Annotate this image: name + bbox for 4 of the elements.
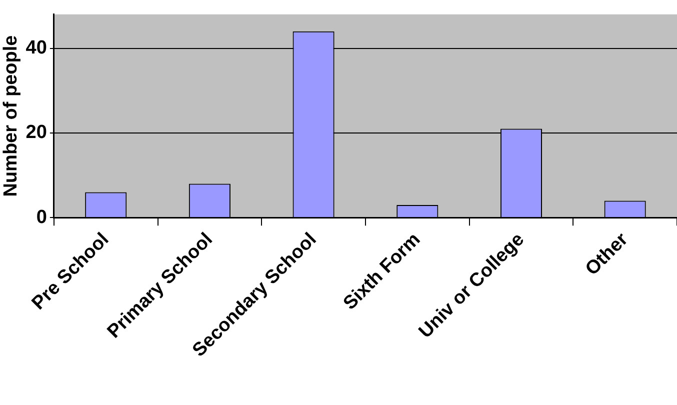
y-tick-label: 0 [36,206,47,228]
y-tick-label: 40 [26,38,47,59]
y-tick-label: 20 [26,122,47,144]
y-axis-title: Number of people [0,35,22,197]
